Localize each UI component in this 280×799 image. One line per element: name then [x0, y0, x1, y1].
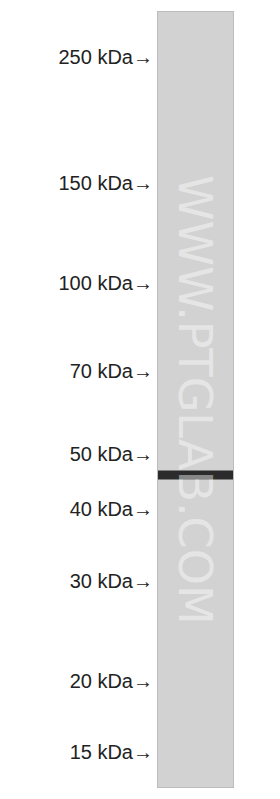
svg-text:150 kDa→: 150 kDa→ — [59, 172, 154, 194]
svg-text:70 kDa→: 70 kDa→ — [70, 360, 153, 382]
svg-text:20 kDa→: 20 kDa→ — [70, 670, 153, 692]
svg-text:50 kDa→: 50 kDa→ — [70, 443, 153, 465]
svg-text:15 kDa→: 15 kDa→ — [70, 741, 153, 763]
svg-text:WWW.PTGLAB.COM: WWW.PTGLAB.COM — [168, 175, 222, 625]
svg-text:30 kDa→: 30 kDa→ — [70, 570, 153, 592]
svg-text:40 kDa→: 40 kDa→ — [70, 498, 153, 520]
svg-text:250 kDa→: 250 kDa→ — [59, 46, 154, 68]
svg-text:100 kDa→: 100 kDa→ — [59, 272, 154, 294]
